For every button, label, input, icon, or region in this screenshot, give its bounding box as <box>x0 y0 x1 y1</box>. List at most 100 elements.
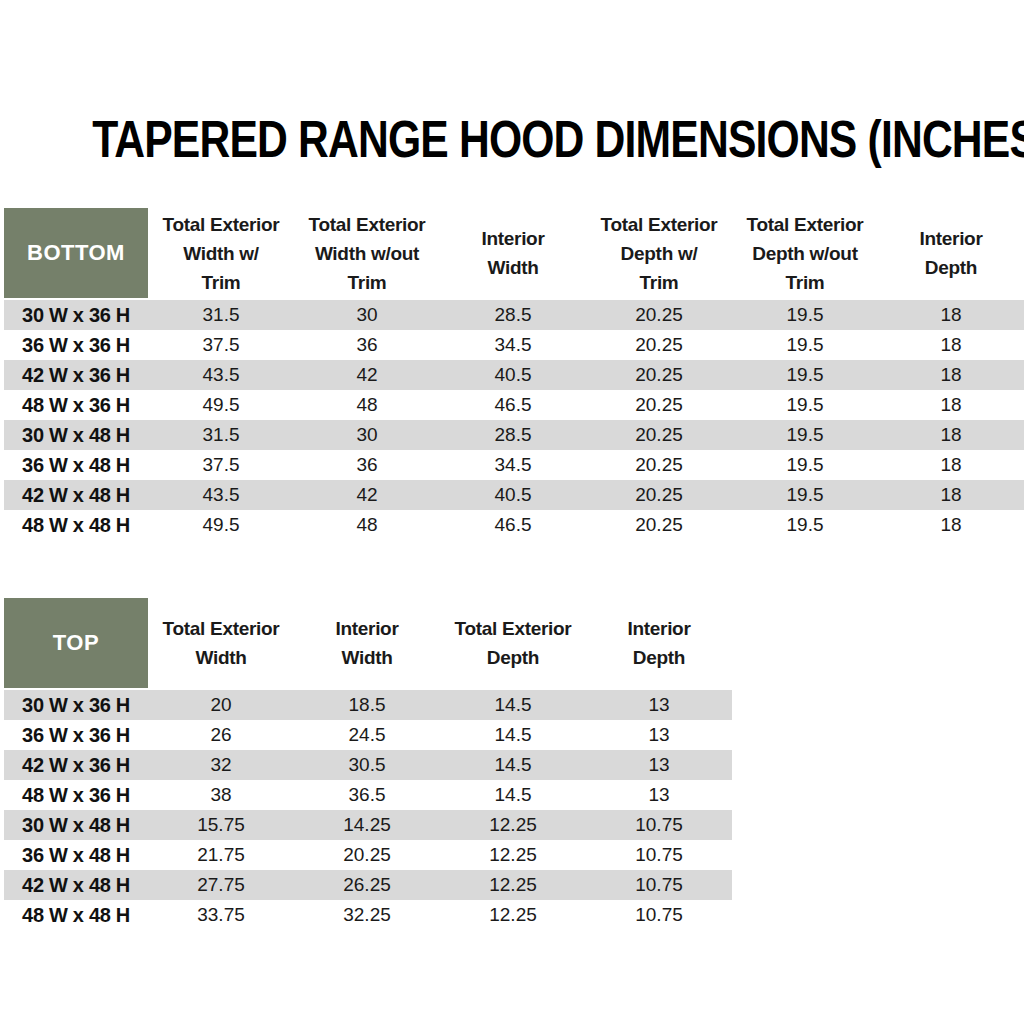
column-header: Total Exterior Width <box>148 598 294 688</box>
cell-value: 18 <box>878 480 1024 510</box>
cell-value: 18 <box>878 420 1024 450</box>
table-row: 42 W x 48 H27.7526.2512.2510.75 <box>4 870 732 900</box>
cell-value: 12.25 <box>440 900 586 930</box>
cell-value: 13 <box>586 690 732 720</box>
cell-value: 26.25 <box>294 870 440 900</box>
cell-value: 20.25 <box>294 840 440 870</box>
cell-value: 36 <box>294 330 440 360</box>
cell-value: 19.5 <box>732 450 878 480</box>
column-header: Interior Width <box>294 598 440 688</box>
table-row: 36 W x 48 H21.7520.2512.2510.75 <box>4 840 732 870</box>
row-label: 48 W x 36 H <box>4 390 148 420</box>
row-label: 36 W x 48 H <box>4 840 148 870</box>
cell-value: 48 <box>294 390 440 420</box>
table-row: 48 W x 36 H3836.514.513 <box>4 780 732 810</box>
cell-value: 46.5 <box>440 510 586 540</box>
table-row: 48 W x 48 H33.7532.2512.2510.75 <box>4 900 732 930</box>
cell-value: 20.25 <box>586 480 732 510</box>
cell-value: 28.5 <box>440 300 586 330</box>
cell-value: 18 <box>878 450 1024 480</box>
cell-value: 34.5 <box>440 330 586 360</box>
cell-value: 33.75 <box>148 900 294 930</box>
cell-value: 40.5 <box>440 480 586 510</box>
cell-value: 21.75 <box>148 840 294 870</box>
cell-value: 10.75 <box>586 810 732 840</box>
row-label: 48 W x 48 H <box>4 510 148 540</box>
cell-value: 43.5 <box>148 360 294 390</box>
cell-value: 10.75 <box>586 900 732 930</box>
row-label: 42 W x 48 H <box>4 480 148 510</box>
cell-value: 20 <box>148 690 294 720</box>
table-row: 48 W x 36 H49.54846.520.2519.518 <box>4 390 1024 420</box>
table-row: 42 W x 48 H43.54240.520.2519.518 <box>4 480 1024 510</box>
row-label: 30 W x 48 H <box>4 810 148 840</box>
cell-value: 20.25 <box>586 300 732 330</box>
cell-value: 31.5 <box>148 420 294 450</box>
cell-value: 48 <box>294 510 440 540</box>
cell-value: 36 <box>294 450 440 480</box>
cell-value: 18 <box>878 360 1024 390</box>
row-label: 36 W x 48 H <box>4 450 148 480</box>
cell-value: 34.5 <box>440 450 586 480</box>
page: TAPERED RANGE HOOD DIMENSIONS (INCHES) B… <box>0 0 1024 1024</box>
cell-value: 18 <box>878 330 1024 360</box>
row-label: 30 W x 36 H <box>4 300 148 330</box>
cell-value: 20.25 <box>586 360 732 390</box>
cell-value: 12.25 <box>440 870 586 900</box>
cell-value: 10.75 <box>586 870 732 900</box>
cell-value: 46.5 <box>440 390 586 420</box>
cell-value: 43.5 <box>148 480 294 510</box>
cell-value: 49.5 <box>148 390 294 420</box>
cell-value: 13 <box>586 720 732 750</box>
column-header: Total Exterior Depth <box>440 598 586 688</box>
row-label: 36 W x 36 H <box>4 720 148 750</box>
table-row: 36 W x 48 H37.53634.520.2519.518 <box>4 450 1024 480</box>
row-label: 30 W x 48 H <box>4 420 148 450</box>
cell-value: 19.5 <box>732 300 878 330</box>
cell-value: 27.75 <box>148 870 294 900</box>
cell-value: 32.25 <box>294 900 440 930</box>
cell-value: 36.5 <box>294 780 440 810</box>
cell-value: 19.5 <box>732 480 878 510</box>
cell-value: 20.25 <box>586 420 732 450</box>
bottom-dimensions-table: BOTTOMTotal Exterior Width w/ TrimTotal … <box>4 208 1024 540</box>
table-corner-label: BOTTOM <box>4 208 148 298</box>
cell-value: 14.5 <box>440 720 586 750</box>
cell-value: 18.5 <box>294 690 440 720</box>
bottom-table-header-row: BOTTOMTotal Exterior Width w/ TrimTotal … <box>4 208 1024 298</box>
cell-value: 13 <box>586 780 732 810</box>
table-row: 42 W x 36 H43.54240.520.2519.518 <box>4 360 1024 390</box>
cell-value: 38 <box>148 780 294 810</box>
cell-value: 14.5 <box>440 690 586 720</box>
row-label: 36 W x 36 H <box>4 330 148 360</box>
cell-value: 30 <box>294 420 440 450</box>
cell-value: 14.25 <box>294 810 440 840</box>
cell-value: 14.5 <box>440 750 586 780</box>
cell-value: 18 <box>878 300 1024 330</box>
cell-value: 42 <box>294 480 440 510</box>
row-label: 30 W x 36 H <box>4 690 148 720</box>
table-row: 30 W x 48 H31.53028.520.2519.518 <box>4 420 1024 450</box>
cell-value: 14.5 <box>440 780 586 810</box>
table-row: 36 W x 36 H2624.514.513 <box>4 720 732 750</box>
page-title: TAPERED RANGE HOOD DIMENSIONS (INCHES) <box>92 109 932 169</box>
table-row: 36 W x 36 H37.53634.520.2519.518 <box>4 330 1024 360</box>
cell-value: 19.5 <box>732 420 878 450</box>
cell-value: 37.5 <box>148 330 294 360</box>
column-header: Interior Depth <box>878 208 1024 298</box>
cell-value: 20.25 <box>586 510 732 540</box>
top-table-header-row: TOPTotal Exterior WidthInterior WidthTot… <box>4 598 732 688</box>
column-header: Total Exterior Depth w/out Trim <box>732 208 878 298</box>
column-header: Interior Width <box>440 208 586 298</box>
cell-value: 30 <box>294 300 440 330</box>
cell-value: 12.25 <box>440 810 586 840</box>
table-row: 48 W x 48 H49.54846.520.2519.518 <box>4 510 1024 540</box>
cell-value: 28.5 <box>440 420 586 450</box>
column-header: Interior Depth <box>586 598 732 688</box>
cell-value: 19.5 <box>732 510 878 540</box>
table-row: 30 W x 48 H15.7514.2512.2510.75 <box>4 810 732 840</box>
row-label: 42 W x 36 H <box>4 360 148 390</box>
cell-value: 13 <box>586 750 732 780</box>
cell-value: 19.5 <box>732 360 878 390</box>
table-row: 30 W x 36 H31.53028.520.2519.518 <box>4 300 1024 330</box>
